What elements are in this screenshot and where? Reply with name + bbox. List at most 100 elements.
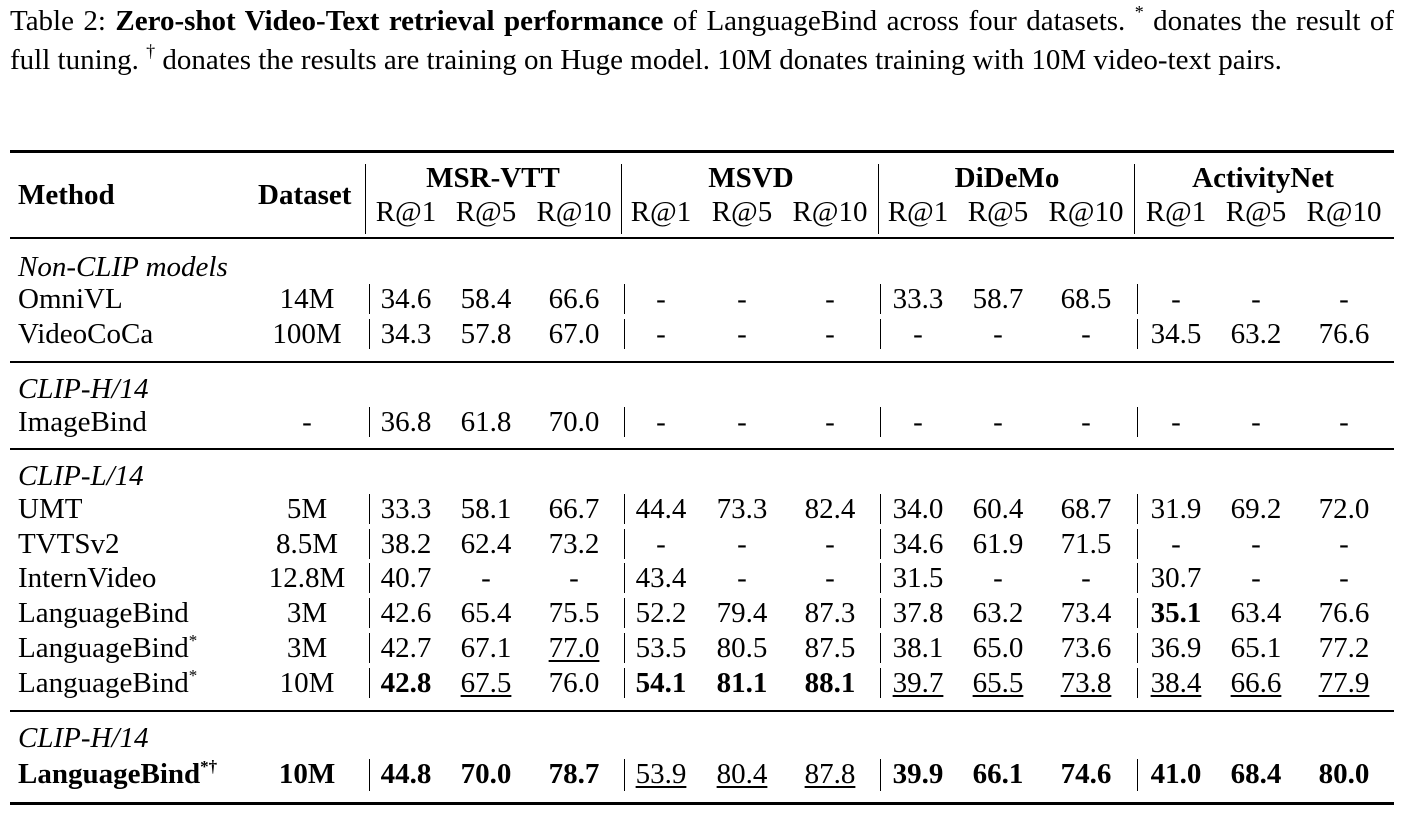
header-metric-7: R@5 <box>967 196 1029 228</box>
method-name: TVTSv2 <box>18 528 120 560</box>
table-cell: - <box>737 562 747 594</box>
method-name: LanguageBind* <box>18 667 197 699</box>
header-metric-8: R@10 <box>1048 196 1124 228</box>
header-metric-2: R@10 <box>536 196 612 228</box>
row-vline <box>369 407 371 437</box>
dataset-size: 10M <box>278 758 336 790</box>
row-vline <box>880 598 882 628</box>
dataset-size: 8.5M <box>275 528 339 560</box>
row-vline <box>624 494 626 524</box>
table-cell: 66.6 <box>1230 667 1282 699</box>
caption-text-1: of LanguageBind across four datasets. <box>672 5 1126 37</box>
row-vline <box>880 563 882 593</box>
dataset-size: 3M <box>286 632 328 664</box>
method-label: InternVideo <box>18 562 157 594</box>
header-vline-0 <box>365 164 367 234</box>
table-cell: 42.7 <box>380 632 432 664</box>
table-rule-1 <box>10 237 1394 239</box>
table-cell: 76.6 <box>1318 318 1370 350</box>
method-name: LanguageBind*† <box>18 758 217 790</box>
table-cell: 76.0 <box>548 667 600 699</box>
table-cell: - <box>913 318 923 350</box>
row-vline <box>880 494 882 524</box>
table-cell: 58.7 <box>972 283 1024 315</box>
header-vline-2 <box>878 164 880 234</box>
table-cell: 33.3 <box>380 493 432 525</box>
table-cell: - <box>656 406 666 438</box>
table-cell: 61.8 <box>460 406 512 438</box>
table-rule-2 <box>10 361 1394 363</box>
table-cell: 34.6 <box>380 283 432 315</box>
table-cell: - <box>1171 406 1181 438</box>
caption-label: Table 2: <box>10 5 106 37</box>
table-cell: - <box>656 318 666 350</box>
table-cell: 73.2 <box>548 528 600 560</box>
method-name: VideoCoCa <box>18 318 153 350</box>
table-cell: 73.6 <box>1060 632 1112 664</box>
header-group-msrvtt: MSR-VTT <box>426 162 560 194</box>
table-cell: 65.1 <box>1230 632 1282 664</box>
table-cell: 75.5 <box>548 597 600 629</box>
dataset-size: 10M <box>279 667 335 699</box>
table-cell: 41.0 <box>1150 758 1202 790</box>
table-cell: 38.1 <box>892 632 944 664</box>
section-title: CLIP-H/14 <box>18 373 149 405</box>
table-cell: 68.7 <box>1060 493 1112 525</box>
table-cell: - <box>993 406 1003 438</box>
header-metric-10: R@5 <box>1225 196 1287 228</box>
table-cell: 36.9 <box>1150 632 1202 664</box>
row-vline <box>624 668 626 698</box>
table-cell: 66.6 <box>548 283 600 315</box>
row-vline <box>880 633 882 663</box>
table-cell: 74.6 <box>1060 758 1112 790</box>
table-cell: 60.4 <box>972 493 1024 525</box>
table-cell: - <box>1081 406 1091 438</box>
table-cell: 76.6 <box>1318 597 1370 629</box>
header-metric-11: R@10 <box>1306 196 1382 228</box>
table-cell: 73.4 <box>1060 597 1112 629</box>
row-vline <box>1137 529 1139 559</box>
table-cell: - <box>737 528 747 560</box>
section-title: CLIP-L/14 <box>18 460 144 492</box>
table-cell: 77.9 <box>1318 667 1370 699</box>
method-label: LanguageBind <box>18 632 189 664</box>
table-cell: 53.9 <box>635 758 687 790</box>
table-cell: - <box>569 562 579 594</box>
table-cell: 34.3 <box>380 318 432 350</box>
header-metric-5: R@10 <box>792 196 868 228</box>
section-title: CLIP-H/14 <box>18 722 149 754</box>
row-vline <box>624 284 626 314</box>
row-vline <box>624 633 626 663</box>
table-cell: - <box>825 406 835 438</box>
table-cell: 79.4 <box>716 597 768 629</box>
table-caption: Table 2: Zero-shot Video-Text retrieval … <box>10 2 1394 80</box>
table-rule-4 <box>10 710 1394 712</box>
table-cell: 63.2 <box>1230 318 1282 350</box>
table-cell: 67.0 <box>548 318 600 350</box>
table-cell: 57.8 <box>460 318 512 350</box>
row-vline <box>624 598 626 628</box>
header-metric-4: R@5 <box>711 196 773 228</box>
row-vline <box>1137 284 1139 314</box>
row-vline <box>369 284 371 314</box>
table-cell: 70.0 <box>548 406 600 438</box>
method-label: ImageBind <box>18 406 147 438</box>
table-cell: 33.3 <box>892 283 944 315</box>
table-cell: - <box>481 562 491 594</box>
row-vline <box>1137 319 1139 349</box>
table-cell: - <box>656 283 666 315</box>
method-name: ImageBind <box>18 406 147 438</box>
table-cell: 35.1 <box>1150 597 1202 629</box>
header-group-activitynet: ActivityNet <box>1192 162 1334 194</box>
method-name: UMT <box>18 493 82 525</box>
header-dataset: Dataset <box>258 179 352 211</box>
table-cell: - <box>1339 406 1349 438</box>
table-cell: 68.5 <box>1060 283 1112 315</box>
row-vline <box>880 529 882 559</box>
row-vline <box>624 563 626 593</box>
table-cell: - <box>1081 562 1091 594</box>
table-cell: 65.0 <box>972 632 1024 664</box>
table-cell: 78.7 <box>548 758 600 790</box>
table-cell: 36.8 <box>380 406 432 438</box>
row-vline <box>1137 759 1139 791</box>
